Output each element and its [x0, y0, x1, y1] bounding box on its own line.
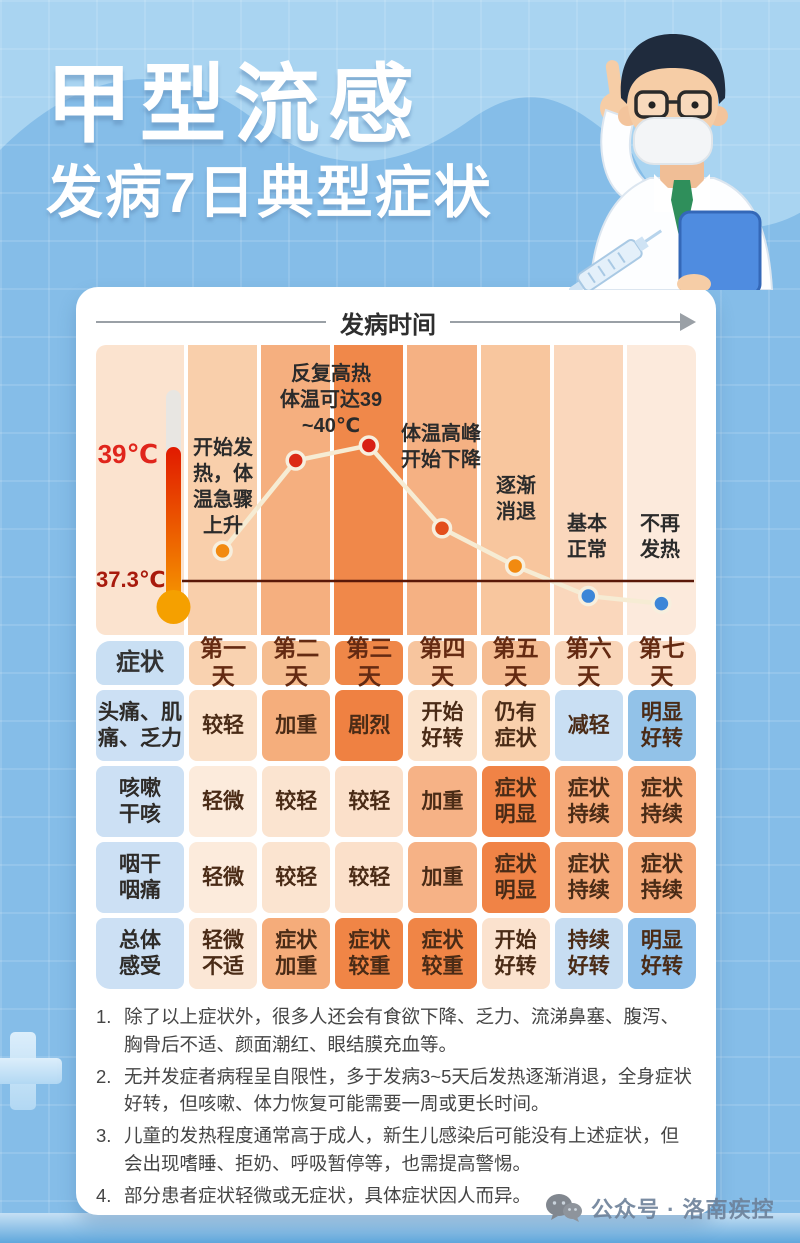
note-item: 3. 儿童的发热程度通常高于成人，新生儿感染后可能没有上述症状，但会出现嗜睡、拒… [96, 1122, 696, 1178]
table-cell: 明显 好转 [627, 690, 696, 761]
table-cell: 明显 好转 [627, 918, 696, 989]
temp-label-37-3: 37.3℃ [96, 567, 166, 592]
annotation-day2-3: 反复高热 体温可达39 ~40℃ [279, 363, 383, 437]
col-header: 第七天 [627, 635, 696, 689]
folder-icon [678, 210, 762, 290]
table-cell: 较轻 [189, 690, 258, 761]
row-label: 总体 感受 [96, 918, 184, 989]
table-cell: 较轻 [335, 766, 404, 837]
table-cell: 症状 持续 [627, 766, 696, 837]
table-cell: 症状 较重 [408, 918, 477, 989]
col-header: 症状 [96, 641, 184, 685]
row-label: 咳嗽 干咳 [96, 766, 184, 837]
table-cell: 较轻 [262, 842, 331, 913]
table-cell: 加重 [408, 766, 477, 837]
table-cell: 较轻 [335, 842, 404, 913]
note-item: 4. 部分患者症状轻微或无症状，具体症状因人而异。 [96, 1182, 696, 1210]
band-day6 [553, 345, 623, 635]
table-cell: 减轻 [554, 690, 623, 761]
note-number: 1. [96, 1006, 112, 1027]
note-item: 1. 除了以上症状外，很多人还会有食欲下降、乏力、流涕鼻塞、腹泻、胸骨后不适、颜… [96, 1003, 696, 1059]
bottom-strip [0, 1213, 800, 1243]
col-header: 第二天 [262, 635, 331, 689]
page-title: 甲型流感 [46, 57, 422, 153]
table-cell: 剧烈 [335, 690, 404, 761]
note-item: 2. 无并发症者病程呈自限性，多于发病3~5天后发热逐渐消退，全身症状好转，但咳… [96, 1063, 696, 1119]
note-number: 4. [96, 1184, 112, 1206]
symptom-table: 症状 第一天 第二天 第三天 第四天 第五天 第六天 第七天 头痛、肌 痛、乏力… [96, 635, 696, 989]
doctor-illustration [568, 34, 774, 290]
col-header: 第五天 [481, 635, 550, 689]
table-cell: 仍有 症状 [481, 690, 550, 761]
arrow-head-icon [680, 313, 696, 331]
syringe-icon [568, 229, 663, 290]
row-label: 咽干 咽痛 [96, 842, 184, 913]
table-cell: 持续 好转 [554, 918, 623, 989]
table-cell: 症状 明显 [481, 842, 550, 913]
table-cell: 开始 好转 [481, 918, 550, 989]
annotation-day4: 体温高峰开始下降 [401, 423, 481, 471]
table-cell: 轻微 [189, 842, 258, 913]
main-card: 发病时间 [76, 287, 716, 1215]
hair-icon [620, 34, 726, 104]
note-text: 无并发症者病程呈自限性，多于发病3~5天后发热逐渐消退，全身症状好转，但咳嗽、体… [124, 1065, 692, 1115]
page-subtitle: 发病7日典型症状 [46, 160, 493, 225]
timeline-arrow: 发病时间 [96, 307, 696, 339]
table-cell: 症状 持续 [554, 766, 623, 837]
timeline-label: 发病时间 [340, 311, 436, 339]
annotation-day1: 开始发热，体温急骤上升 [193, 437, 253, 537]
table-cell: 较轻 [262, 766, 331, 837]
table-cell: 症状 加重 [262, 918, 331, 989]
note-text: 除了以上症状外，很多人还会有食欲下降、乏力、流涕鼻塞、腹泻、胸骨后不适、颜面潮红… [124, 1006, 680, 1055]
watermark: 公众号 · 洛南疾控 [545, 1192, 775, 1224]
row-label: 头痛、肌 痛、乏力 [96, 690, 184, 761]
annotation-day7: 不再 发热 [640, 513, 680, 561]
col-header: 第一天 [189, 635, 258, 689]
fever-chart: 39℃ 37.3℃ 开始发热，体温急骤上升 反复高热 体温可达39 ~40℃ 体… [96, 345, 696, 635]
table-cell: 症状 较重 [335, 918, 404, 989]
wechat-icon [546, 1194, 582, 1222]
band-day4 [407, 345, 477, 635]
title-block: 甲型流感 发病7日典型症状 [46, 58, 493, 226]
table-cell: 症状 持续 [554, 842, 623, 913]
timeline-line-right [450, 321, 680, 323]
face-mask-icon [633, 117, 713, 165]
watermark-text: 公众号 · 洛南疾控 [591, 1197, 775, 1222]
table-cell: 轻微 [189, 766, 258, 837]
plus-decoration [0, 1032, 62, 1110]
band-day7 [626, 345, 696, 635]
annotation-day5: 逐渐 消退 [496, 475, 536, 523]
table-cell: 症状 明显 [481, 766, 550, 837]
timeline-line-left [96, 321, 326, 323]
annotation-day6: 基本 正常 [567, 513, 607, 561]
col-header: 第六天 [554, 635, 623, 689]
note-number: 3. [96, 1125, 112, 1146]
col-header: 第四天 [408, 635, 477, 689]
table-cell: 加重 [408, 842, 477, 913]
table-cell: 轻微 不适 [189, 918, 258, 989]
note-text: 部分患者症状轻微或无症状，具体症状因人而异。 [124, 1184, 532, 1206]
notes-list: 1. 除了以上症状外，很多人还会有食欲下降、乏力、流涕鼻塞、腹泻、胸骨后不适、颜… [96, 1003, 696, 1209]
note-text: 儿童的发热程度通常高于成人，新生儿感染后可能没有上述症状，但会出现嗜睡、拒奶、呼… [124, 1125, 680, 1174]
col-header: 第三天 [335, 635, 404, 689]
table-cell: 开始 好转 [408, 690, 477, 761]
table-cell: 加重 [262, 690, 331, 761]
temp-label-39: 39℃ [97, 439, 158, 469]
note-number: 2. [96, 1065, 112, 1087]
table-cell: 症状 持续 [627, 842, 696, 913]
